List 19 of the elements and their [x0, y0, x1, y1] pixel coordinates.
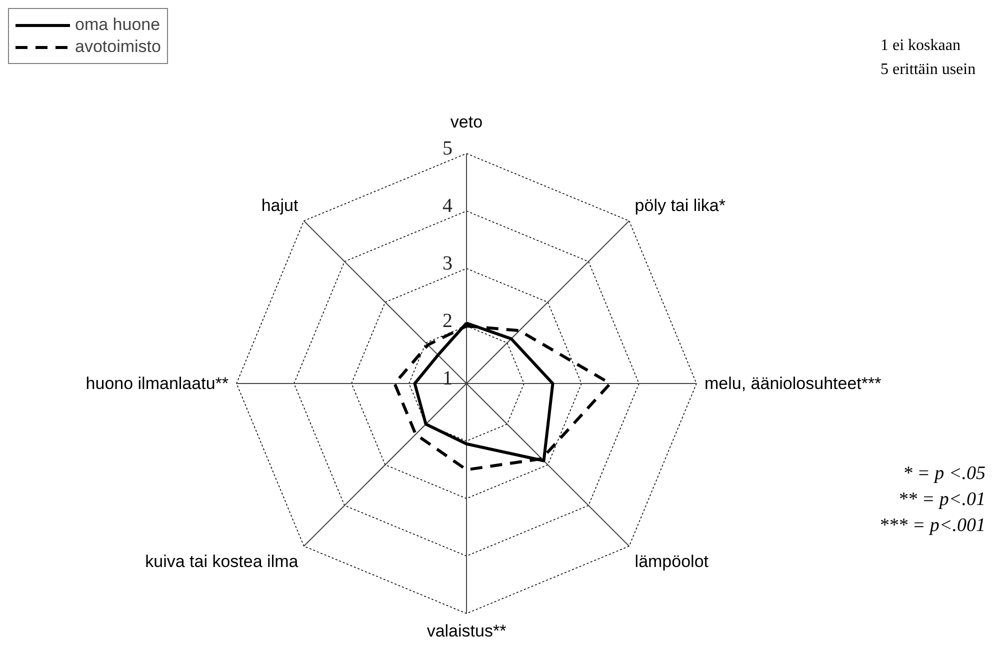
spoke-label: huono ilmanlaatu**	[86, 374, 229, 393]
spoke-label: hajut	[261, 196, 298, 216]
legend-label: oma huone	[75, 15, 160, 35]
text: 1 ei koskaan	[880, 37, 960, 54]
text: * = p <.05	[902, 463, 986, 484]
spoke-label: valaistus**	[426, 622, 507, 640]
legend-label: avotoimisto	[75, 37, 161, 57]
text: 5 erittäin usein	[880, 61, 976, 78]
text: ** = p<.01	[898, 489, 986, 510]
spoke-label: kuiva tai kostea ilma	[145, 552, 299, 571]
spoke-label: veto	[450, 112, 483, 132]
y-tick-label: 2	[442, 310, 452, 332]
y-tick-label: 4	[442, 195, 452, 217]
y-tick-label: 3	[442, 252, 452, 274]
spoke-label: pöly tai lika*	[634, 196, 726, 216]
text: *** = p<.001	[879, 515, 986, 536]
y-tick-label: 5	[442, 138, 452, 160]
spoke-label: lämpöolot	[634, 552, 709, 571]
spoke-label: melu, ääniolosuhteet***	[704, 374, 882, 393]
